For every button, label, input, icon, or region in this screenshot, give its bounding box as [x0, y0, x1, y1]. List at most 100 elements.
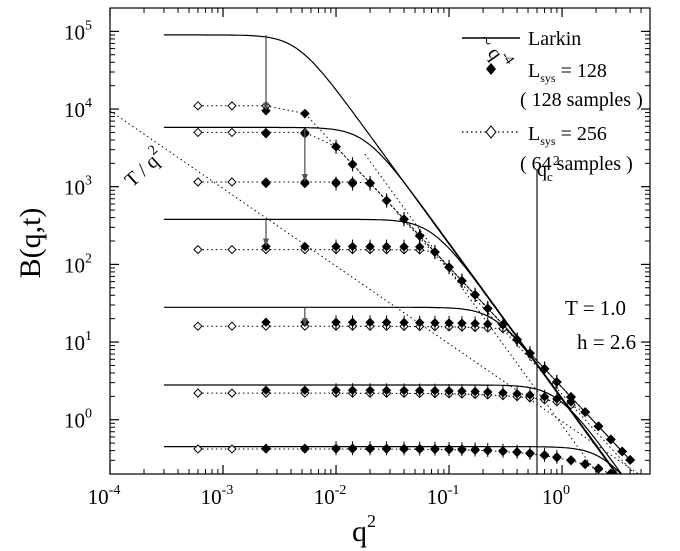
- svg-text:~ q-4: ~ q-4: [474, 28, 517, 74]
- point-128-4-0: [261, 317, 271, 327]
- point-256-6-0: [193, 444, 203, 454]
- y-tick-label-3: 103: [64, 174, 92, 200]
- point-128-3-0: [261, 241, 271, 252]
- point-128-0-0: [261, 106, 271, 116]
- x-axis-label: q2: [352, 511, 376, 548]
- x-axis-ticks: 10-4 10-3 10-2 10-1 100: [88, 8, 651, 509]
- legend-256-sub: sys: [540, 134, 556, 148]
- y-tick-exp-4: 4: [85, 96, 92, 111]
- point-128-6-19: [580, 459, 590, 469]
- y-tick-label-4: 104: [64, 96, 92, 122]
- point-128-2-1: [300, 178, 310, 189]
- y-tick-label-0: 100: [64, 407, 92, 433]
- x-tick-label-1: 10-3: [201, 483, 234, 509]
- y-tick-label-5: 105: [64, 18, 92, 44]
- point-128-6-1: [300, 443, 310, 453]
- thermal-dotted-line: [110, 110, 640, 474]
- annotation-qc: qc2: [537, 154, 560, 184]
- qc-sup: 2: [553, 154, 560, 169]
- x-tick-base-3: 10: [427, 485, 448, 509]
- series-line-6: [197, 448, 613, 474]
- legend-128-suffix: = 128: [556, 60, 607, 82]
- legend-marker-filled: [486, 63, 496, 75]
- reference-lines: [110, 110, 640, 474]
- x-tick-exp-2: -2: [335, 483, 347, 498]
- point-128-0-1: [300, 108, 310, 119]
- legend-256-L: L: [528, 123, 540, 145]
- point-256-5-1: [227, 388, 237, 398]
- svg-text:q2: q2: [352, 511, 376, 548]
- series-line-3: [197, 249, 631, 461]
- x-tick-exp-0: -4: [109, 483, 121, 498]
- y-tick-exp-1: 1: [85, 329, 92, 344]
- annotation-field: h = 2.6: [577, 330, 636, 354]
- point-256-1-1: [227, 127, 237, 138]
- point-256-2-1: [227, 177, 237, 187]
- point-128-5-19: [580, 407, 590, 417]
- point-128-5-18: [566, 397, 576, 407]
- arrow-head-0: [262, 102, 269, 111]
- annotation-thermal: T / q2: [118, 143, 168, 192]
- legend-128-L: L: [528, 60, 540, 82]
- x-tick-exp-4: 0: [563, 483, 570, 498]
- legend: Larkin Lsys = 128 ( 128 samples ) Lsys =…: [462, 28, 643, 175]
- point-128-5-20: [593, 421, 604, 431]
- arrows: [262, 34, 308, 327]
- annotation-power-law: ~ q-4: [474, 28, 517, 74]
- y-tick-label-1: 101: [64, 329, 92, 355]
- x-tick-base-0: 10: [88, 485, 109, 509]
- envelope-dotted-line: [397, 213, 636, 474]
- power-law-dotted-line: [364, 153, 599, 474]
- y-tick-base-2: 10: [64, 253, 85, 277]
- larkin-curve-3: [163, 306, 618, 474]
- x-tick-label-3: 10-1: [427, 483, 460, 509]
- legend-256-suffix: = 256: [556, 123, 607, 145]
- x-tick-base-2: 10: [314, 485, 335, 509]
- larkin-curve-2: [163, 218, 618, 474]
- point-128-5-1: [300, 385, 310, 395]
- point-128-1-0: [261, 129, 271, 139]
- legend-128-sub: sys: [540, 71, 556, 85]
- point-128-5-22: [617, 446, 627, 457]
- point-256-1-0: [193, 127, 203, 138]
- y-tick-base-4: 10: [64, 98, 85, 122]
- y-tick-exp-2: 2: [85, 251, 92, 266]
- series-lsys-128: [261, 106, 635, 474]
- x-tick-base-4: 10: [542, 485, 563, 509]
- point-128-6-0: [261, 443, 271, 453]
- larkin-curve-5: [163, 446, 622, 474]
- point-256-6-24: [618, 475, 626, 483]
- point-128-5-21: [606, 434, 616, 445]
- x-tick-label-0: 10-4: [88, 483, 121, 509]
- qc-base: q: [537, 159, 547, 181]
- legend-marker-open: [485, 125, 497, 139]
- point-256-4-0: [193, 321, 203, 331]
- y-axis-label: B(q,t): [14, 208, 47, 279]
- point-256-3-1: [227, 244, 237, 255]
- qc-sub: c: [547, 169, 553, 184]
- arrow-head-1: [301, 173, 308, 182]
- x-tick-base-1: 10: [201, 485, 222, 509]
- point-256-0-0: [193, 101, 203, 111]
- y-tick-base-0: 10: [64, 409, 85, 433]
- point-256-3-0: [193, 244, 203, 255]
- arrow-head-3: [301, 318, 308, 327]
- point-128-2-0: [261, 178, 271, 189]
- x-axis-label-base: q: [352, 515, 367, 548]
- y-tick-exp-3: 3: [85, 174, 92, 189]
- point-256-6-25: [626, 479, 634, 487]
- x-tick-exp-1: -3: [222, 483, 234, 498]
- point-256-0-1: [227, 101, 237, 111]
- point-128-6-18: [566, 455, 576, 465]
- larkin-curves: [163, 34, 623, 474]
- point-256-5-0: [193, 388, 203, 398]
- x-tick-label-2: 10-2: [314, 483, 347, 509]
- x-axis-label-sup: 2: [367, 511, 376, 531]
- legend-label-256: Lsys = 256: [528, 123, 607, 148]
- point-128-5-23: [625, 455, 635, 465]
- svg-text:T / q2: T / q2: [118, 143, 168, 192]
- y-tick-base-3: 10: [64, 176, 85, 200]
- y-tick-label-2: 102: [64, 251, 92, 277]
